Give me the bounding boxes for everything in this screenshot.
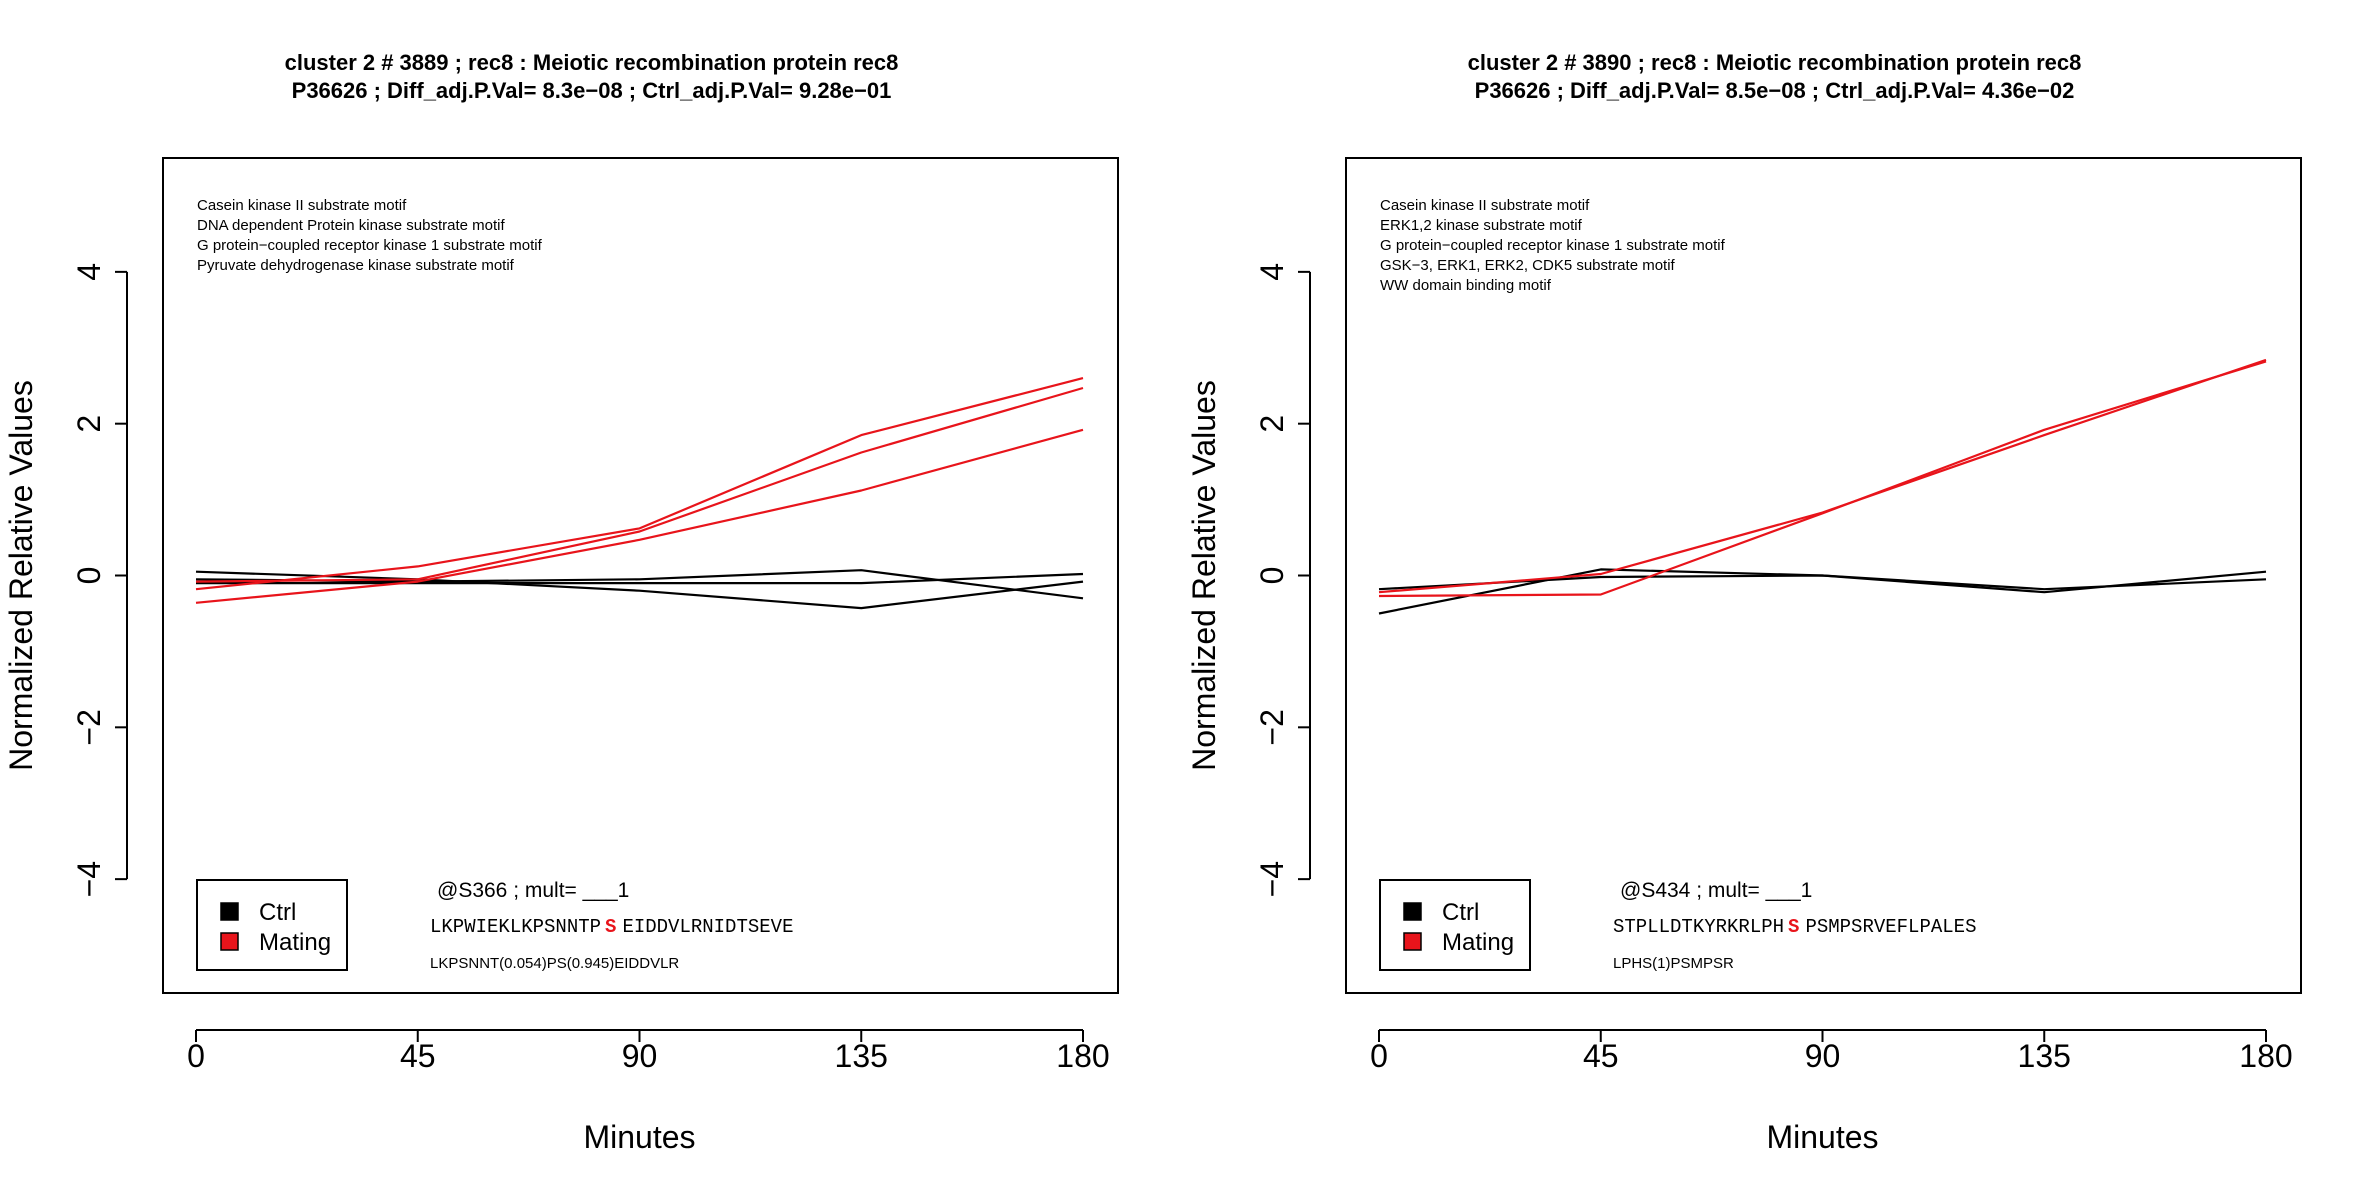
sequence-after: EIDDVLRNIDTSEVE: [622, 916, 793, 938]
mating-series-line: [195, 386, 1084, 583]
legend-swatch: [220, 902, 239, 921]
y-tick-label: 2: [1254, 415, 1290, 433]
legend-label: Ctrl: [259, 899, 296, 926]
plot-frame: [162, 157, 1119, 994]
motif-annotation: GSK−3, ERK1, ERK2, CDK5 substrate motif: [1380, 257, 1676, 274]
motif-annotation: Casein kinase II substrate motif: [197, 197, 407, 214]
plot-area-1: 0 45 90 135 180 Minutes −4 −2 0 2 4 Normalized Rela…: [3, 157, 1119, 1155]
x-tick-label: 180: [2239, 1038, 2292, 1074]
y-axis-label: Normalized Relative Values: [3, 380, 39, 771]
y-axis-label: Normalized Relative Values: [1186, 380, 1222, 771]
motif-annotation: DNA dependent Protein kinase substrate m…: [197, 217, 506, 234]
motif-annotation: ERK1,2 kinase substrate motif: [1380, 217, 1583, 234]
x-axis-label: Minutes: [1766, 1119, 1878, 1155]
motif-annotation: G protein−coupled receptor kinase 1 subs…: [1380, 237, 1726, 254]
chart-title: cluster 2 # 3890 ; rec8 : Meiotic recomb…: [1467, 50, 2082, 75]
mating-series-line: [1378, 360, 2267, 598]
motif-annotation: Casein kinase II substrate motif: [1380, 197, 1590, 214]
mating-series-line: [195, 428, 1084, 604]
sequence-before: STPLLDTKYRKRLPH: [1613, 916, 1784, 938]
peptide-annotation: LKPSNNT(0.054)PS(0.945)EIDDVLR: [430, 955, 679, 972]
x-tick-label: 45: [1583, 1038, 1619, 1074]
x-tick-label: 180: [1056, 1038, 1109, 1074]
mating-series-line: [195, 377, 1084, 591]
peptide-annotation: LPHS(1)PSMPSR: [1613, 955, 1734, 972]
y-tick-label: 0: [71, 567, 107, 585]
y-tick-label: 4: [71, 263, 107, 281]
plot-frame: [1345, 157, 2302, 994]
y-tick-label: −4: [1254, 861, 1290, 897]
motif-annotation: WW domain binding motif: [1380, 277, 1552, 294]
mating-series-line: [1378, 358, 2267, 594]
legend-swatch: [1403, 902, 1422, 921]
legend-swatch: [1403, 932, 1422, 951]
x-axis-label: Minutes: [583, 1119, 695, 1155]
sequence-site: S: [1788, 916, 1799, 938]
x-tick-label: 135: [835, 1038, 888, 1074]
y-tick-label: −2: [1254, 709, 1290, 745]
sequence-annotation: LKPWIEKLKPSNNTP S EIDDVLRNIDTSEVE: [430, 916, 793, 938]
legend-label: Mating: [1442, 929, 1514, 956]
legend-label: Mating: [259, 929, 331, 956]
y-tick-label: −2: [71, 709, 107, 745]
chart-subtitle: P36626 ; Diff_adj.P.Val= 8.5e−08 ; Ctrl_…: [1474, 78, 2075, 103]
legend-swatch: [220, 932, 239, 951]
motif-annotation: Pyruvate dehydrogenase kinase substrate …: [197, 257, 515, 274]
chart-panel-1: cluster 2 # 3889 ; rec8 : Meiotic recomb…: [0, 0, 1183, 1181]
plot-area-2: 0 45 90 135 180 Minutes −4 −2 0 2 4 Normalized Rela…: [1186, 157, 2302, 1155]
x-tick-label: 0: [187, 1038, 205, 1074]
sequence-before: LKPWIEKLKPSNNTP: [430, 916, 601, 938]
ctrl-series-line: [196, 572, 1084, 585]
y-tick-label: 0: [1254, 567, 1290, 585]
legend-label: Ctrl: [1442, 899, 1479, 926]
y-tick-label: −4: [71, 861, 107, 897]
y-tick-label: 4: [1254, 263, 1290, 281]
chart-subtitle: P36626 ; Diff_adj.P.Val= 8.3e−08 ; Ctrl_…: [291, 78, 892, 103]
x-tick-label: 90: [622, 1038, 658, 1074]
ctrl-series-line: [1378, 568, 2267, 615]
x-tick-label: 90: [1805, 1038, 1841, 1074]
chart-title: cluster 2 # 3889 ; rec8 : Meiotic recomb…: [284, 50, 899, 75]
site-annotation: @S366 ; mult= ___1: [437, 879, 629, 902]
chart-panel-2: cluster 2 # 3890 ; rec8 : Meiotic recomb…: [1183, 0, 2366, 1181]
legend-box: [196, 879, 348, 971]
sequence-annotation: STPLLDTKYRKRLPH S PSMPSRVEFLPALES: [1613, 916, 1976, 938]
y-tick-label: 2: [71, 415, 107, 433]
x-tick-label: 0: [1370, 1038, 1388, 1074]
legend-box: [1379, 879, 1531, 971]
x-tick-label: 135: [2018, 1038, 2071, 1074]
ctrl-series-line: [195, 570, 1084, 610]
site-annotation: @S434 ; mult= ___1: [1620, 879, 1812, 902]
motif-annotation: G protein−coupled receptor kinase 1 subs…: [197, 237, 543, 254]
sequence-site: S: [605, 916, 616, 938]
sequence-after: PSMPSRVEFLPALES: [1805, 916, 1976, 938]
ctrl-series-line: [195, 569, 1084, 600]
x-tick-label: 45: [400, 1038, 436, 1074]
